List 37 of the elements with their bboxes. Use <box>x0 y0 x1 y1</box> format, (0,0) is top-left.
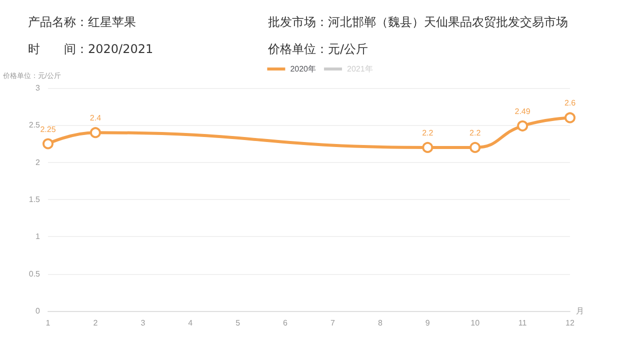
legend-label: 2020年 <box>290 64 316 74</box>
x-tick-label: 4 <box>188 318 194 328</box>
text: 批发市场：河北邯郸（魏县）天仙果品农贸批发交易市场 <box>268 14 569 31</box>
text: 时 间：2020/2021 <box>28 41 154 58</box>
x-tick-label: 9 <box>425 318 430 328</box>
x-tick-label: 11 <box>518 318 528 328</box>
x-tick-label: 8 <box>378 318 383 328</box>
x-tick-label: 2 <box>93 318 98 328</box>
text: 价格单位：元/公斤 <box>268 41 370 58</box>
text: 产品名称：红星苹果 <box>28 14 137 31</box>
y-tick-label: 0.5 <box>28 269 41 278</box>
data-label: 2.49 <box>514 106 531 116</box>
y-tick-label: 0 <box>36 306 41 316</box>
x-tick-label: 7 <box>330 318 336 328</box>
data-label: 2.2 <box>422 128 434 138</box>
y-tick-label: 1.5 <box>28 195 41 204</box>
x-tick-label: 5 <box>236 318 241 328</box>
y-tick-label: 2 <box>36 158 41 167</box>
x-tick-label: 3 <box>140 318 146 328</box>
data-label: 2.6 <box>564 98 576 108</box>
point <box>517 120 528 132</box>
point <box>90 127 101 138</box>
data-label: 2.2 <box>470 128 482 138</box>
x-axis-title: 月 <box>576 306 584 316</box>
data-label: 2.25 <box>40 124 56 134</box>
point <box>470 142 481 153</box>
x-tick-label: 12 <box>566 318 575 328</box>
point <box>564 112 576 124</box>
y-tick-label: 1 <box>36 232 41 242</box>
x-tick-label: 10 <box>470 318 480 328</box>
point <box>422 142 434 153</box>
x-tick-label: 1 <box>46 318 51 328</box>
point <box>42 138 54 150</box>
y-tick-label: 3 <box>36 84 41 92</box>
y-tick-label: 2.5 <box>28 120 41 130</box>
x-tick-label: 6 <box>283 318 288 328</box>
data-label: 2.4 <box>90 114 102 123</box>
